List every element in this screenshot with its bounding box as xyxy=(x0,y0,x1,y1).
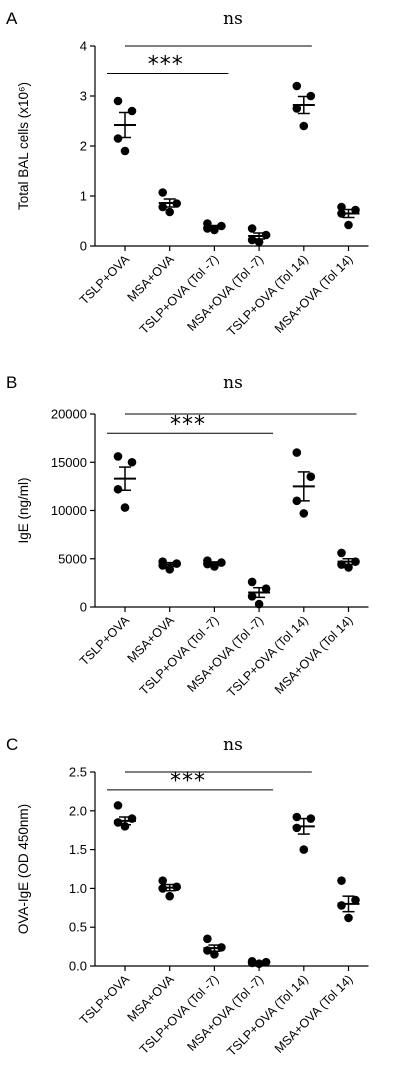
x-tick-label: TSLP+OVA xyxy=(77,252,133,308)
data-point xyxy=(120,146,130,156)
data-point xyxy=(165,207,174,217)
data-point xyxy=(113,96,123,106)
x-tick-label: TSLP+OVA (Tol 14) xyxy=(224,972,311,1059)
y-axis-title: Total BAL cells (x10⁶) xyxy=(16,82,31,210)
chart-panel-c: C 0.0 0.5 1.0 1.5 2.0 2.5 OVA-IgE (OD 450nm) TSL… xyxy=(6,735,369,1059)
x-tick-label: MSA+OVA (Tol -7) xyxy=(185,972,267,1054)
data-point xyxy=(299,509,309,518)
x-tick-label: TSLP+OVA (Tol 14) xyxy=(224,252,311,339)
chart-panel-a: A 0 1 2 3 4 Total BAL cells (x10⁶) TSLP+OVA MSA+… xyxy=(6,9,369,339)
data-point xyxy=(254,599,264,609)
data-point xyxy=(337,901,346,910)
significance-label: *** xyxy=(148,53,184,78)
y-tick-label: 0 xyxy=(80,600,87,615)
y-tick-label: 1.5 xyxy=(69,842,87,857)
ns-label: ns xyxy=(223,735,243,755)
data-point xyxy=(344,220,353,230)
data-point xyxy=(292,81,302,91)
x-tick-label: TSLP+OVA xyxy=(77,972,133,1028)
x-tick-label: MSA+OVA (Tol -7) xyxy=(185,252,267,334)
y-tick-label: 20000 xyxy=(51,407,87,422)
significance-label: *** xyxy=(170,412,206,437)
y-tick-label: 0.0 xyxy=(69,959,87,974)
data-point xyxy=(292,496,302,506)
y-tick-label: 1.0 xyxy=(69,881,87,896)
data-point xyxy=(292,823,302,833)
data-point xyxy=(306,814,316,823)
chart-panel-b: B 0 5000 10000 15000 20000 IgE (ng/ml) TSLP+OVA… xyxy=(6,373,369,700)
data-point xyxy=(351,895,360,905)
x-tick-label: MSA+OVA (Tol 14) xyxy=(272,252,356,336)
data-point xyxy=(113,452,123,461)
y-tick-label: 1 xyxy=(80,189,87,204)
x-tick-label: TSLP+OVA xyxy=(77,613,133,669)
data-point xyxy=(158,188,167,197)
x-tick-label: MSA+OVA (Tol 14) xyxy=(272,972,356,1056)
y-tick-label: 0 xyxy=(80,239,87,254)
data-point xyxy=(127,106,137,116)
data-point xyxy=(337,876,346,885)
x-tick-label: TSLP+OVA (Tol -7) xyxy=(137,252,222,337)
data-point xyxy=(127,457,137,467)
data-point xyxy=(247,577,257,587)
data-point xyxy=(158,876,167,885)
y-tick-label: 15000 xyxy=(51,455,87,470)
y-axis-title: IgE (ng/ml) xyxy=(16,477,31,543)
data-point xyxy=(120,503,130,512)
data-point xyxy=(337,548,346,558)
y-tick-label: 5000 xyxy=(58,551,87,566)
data-point xyxy=(165,891,174,901)
y-tick-label: 10000 xyxy=(51,503,87,518)
data-point xyxy=(158,202,167,212)
y-tick-label: 0.5 xyxy=(69,920,87,935)
data-point xyxy=(299,121,309,131)
x-tick-label: TSLP+OVA (Tol -7) xyxy=(137,972,222,1057)
y-axis-title: OVA-IgE (OD 450nm) xyxy=(16,804,31,934)
data-point xyxy=(344,913,353,923)
data-point xyxy=(306,91,316,101)
data-point xyxy=(247,235,257,245)
panel-letter: A xyxy=(6,9,18,28)
y-tick-label: 2 xyxy=(80,139,87,154)
panel-letter: C xyxy=(6,735,18,754)
y-tick-label: 2.5 xyxy=(69,765,87,780)
data-point xyxy=(210,950,219,959)
data-point xyxy=(247,592,257,601)
x-tick-label: TSLP+OVA (Tol 14) xyxy=(224,613,311,700)
significance-label: *** xyxy=(170,769,206,794)
y-tick-label: 4 xyxy=(80,39,87,54)
data-point xyxy=(292,448,302,457)
data-point xyxy=(113,134,123,143)
data-point xyxy=(299,845,309,854)
y-tick-label: 3 xyxy=(80,89,87,104)
ns-label: ns xyxy=(223,9,243,29)
ns-label: ns xyxy=(223,373,243,393)
data-point xyxy=(113,801,123,810)
y-tick-label: 2.0 xyxy=(69,803,87,818)
data-point xyxy=(203,934,212,944)
data-point xyxy=(292,104,302,113)
panel-letter: B xyxy=(6,373,17,392)
data-point xyxy=(261,584,271,593)
x-tick-label: MSA+OVA (Tol 14) xyxy=(272,613,356,697)
x-tick-label: MSA+OVA (Tol -7) xyxy=(185,613,267,695)
data-point xyxy=(292,812,302,822)
data-point xyxy=(113,484,123,494)
data-point xyxy=(306,472,316,482)
data-point xyxy=(254,237,264,247)
data-point xyxy=(351,205,360,215)
x-tick-label: TSLP+OVA (Tol -7) xyxy=(137,613,222,698)
data-point xyxy=(247,224,257,233)
